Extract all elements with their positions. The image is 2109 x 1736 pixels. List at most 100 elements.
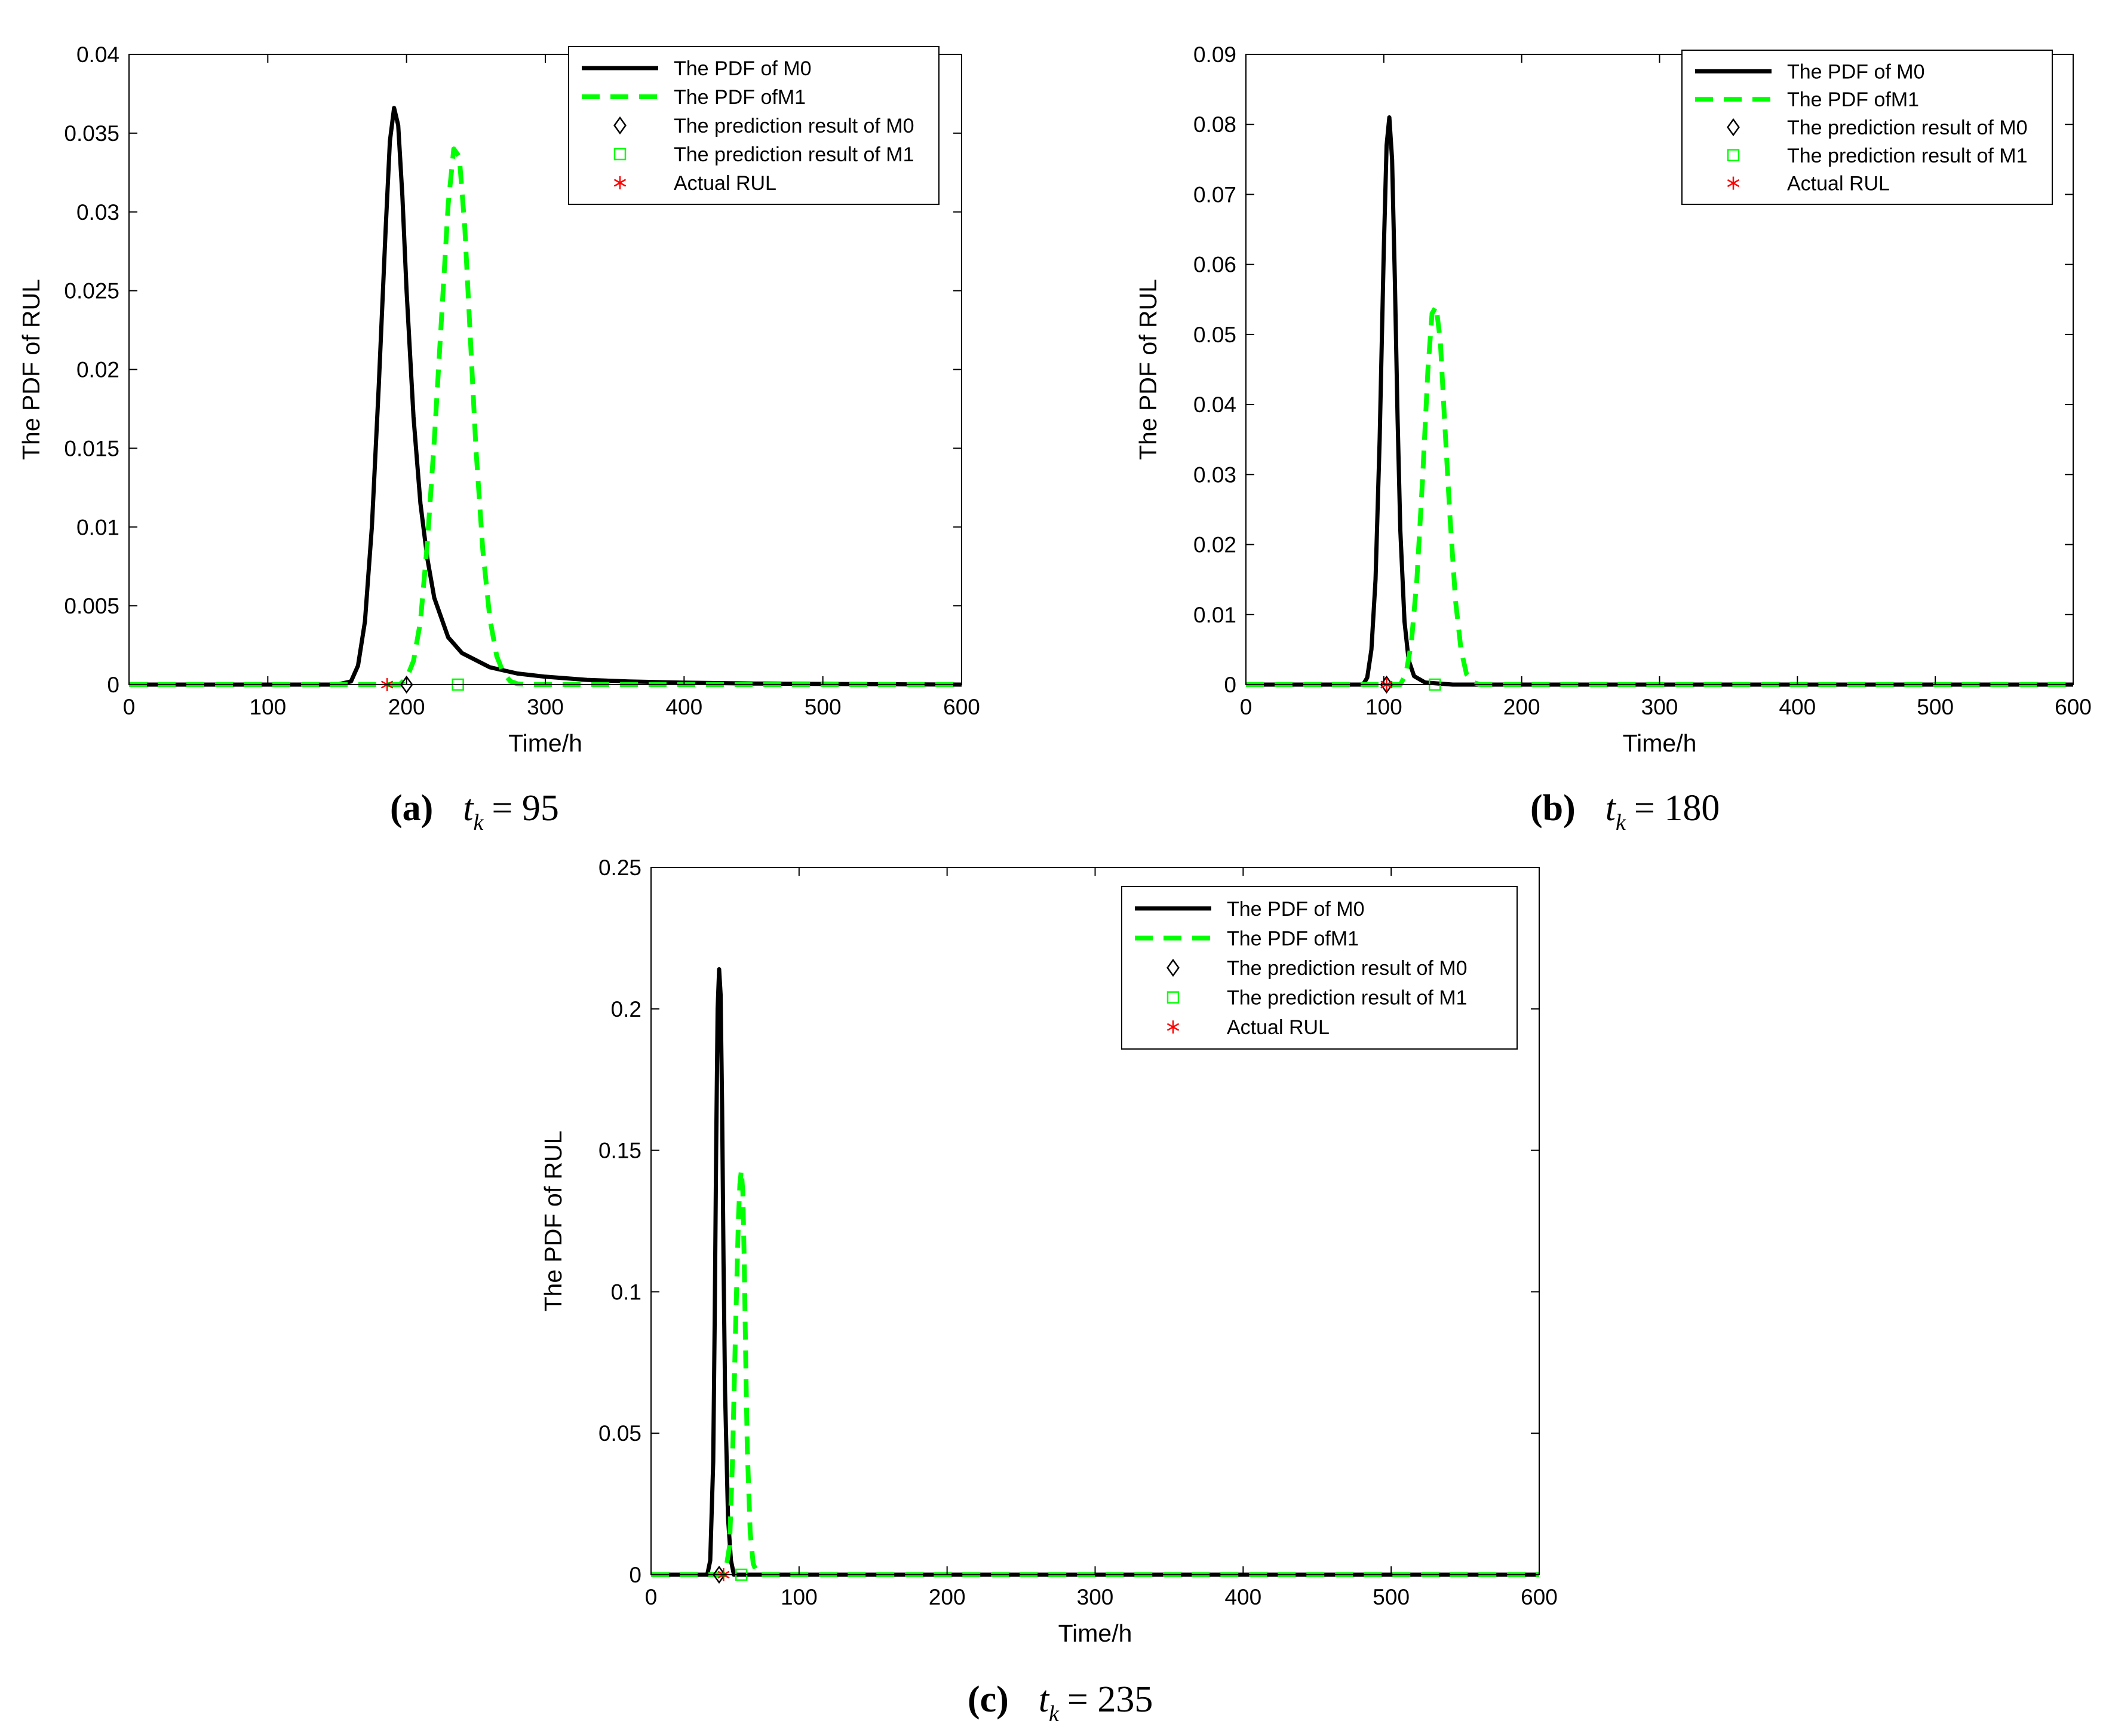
y-tick-label: 0.02 bbox=[1193, 533, 1236, 557]
legend: The PDF of M0 The PDF ofM1 The prediction … bbox=[568, 46, 940, 205]
legend-marker-prediction-m0 bbox=[1727, 118, 1740, 137]
legend-label: The prediction result of M1 bbox=[674, 143, 914, 166]
legend-marker-prediction-m0 bbox=[1166, 958, 1180, 977]
x-tick-label: 0 bbox=[123, 695, 136, 719]
caption-c-sub: k bbox=[1049, 1701, 1059, 1726]
y-tick-label: 0.06 bbox=[1193, 253, 1236, 277]
x-tick-label: 500 bbox=[1917, 695, 1954, 719]
caption-b-sub: k bbox=[1616, 810, 1626, 835]
x-tick-label: 100 bbox=[1365, 695, 1402, 719]
legend-label: The PDF ofM1 bbox=[1227, 927, 1359, 950]
x-tick-label: 200 bbox=[1503, 695, 1540, 719]
legend: The PDF of M0 The PDF ofM1 The prediction … bbox=[1121, 886, 1518, 1050]
legend-marker-prediction-m1 bbox=[613, 148, 627, 161]
legend-label: The PDF ofM1 bbox=[1787, 88, 1919, 111]
legend-label: The PDF of M0 bbox=[674, 57, 812, 80]
y-tick-label: 0.09 bbox=[1193, 42, 1236, 67]
x-tick-label: 300 bbox=[1077, 1585, 1114, 1609]
series-line-m1 bbox=[129, 146, 962, 687]
legend-label: The prediction result of M0 bbox=[674, 115, 914, 137]
y-tick-label: 0.05 bbox=[1193, 323, 1236, 347]
legend-label: The PDF of M0 bbox=[1227, 898, 1365, 921]
legend: The PDF of M0 The PDF ofM1 The prediction … bbox=[1681, 50, 2053, 205]
chart-panel-b: 0 100 200 300 400 500 600 0 0.01 0.02 0.03 0.04 0.05… bbox=[1134, 42, 2092, 757]
y-tick-label: 0.05 bbox=[598, 1421, 641, 1446]
x-tick-label: 600 bbox=[1521, 1585, 1558, 1609]
x-tick-label: 600 bbox=[943, 695, 980, 719]
caption-c-eq: = 235 bbox=[1067, 1679, 1153, 1720]
y-tick-label: 0.035 bbox=[64, 121, 119, 146]
legend-label: Actual RUL bbox=[1787, 173, 1890, 195]
y-tick-label: 0 bbox=[629, 1563, 641, 1587]
caption-a-letter: (a) bbox=[390, 788, 434, 829]
legend-label: The prediction result of M1 bbox=[1787, 145, 2028, 167]
caption-b: (b) tk = 180 bbox=[1530, 787, 1720, 835]
y-axis-label: The PDF of RUL bbox=[1134, 279, 1162, 460]
legend-marker-actual-rul bbox=[613, 176, 627, 189]
caption-c-t: t bbox=[1038, 1679, 1049, 1720]
x-tick-label: 100 bbox=[249, 695, 286, 719]
legend-marker-prediction-m1 bbox=[1727, 149, 1740, 162]
legend-marker-actual-rul bbox=[1727, 176, 1740, 190]
y-axis-label: The PDF of RUL bbox=[17, 279, 45, 460]
legend-marker-prediction-m1 bbox=[1166, 991, 1180, 1004]
caption-a-sub: k bbox=[473, 810, 484, 835]
caption-c: (c) tk = 235 bbox=[968, 1679, 1153, 1726]
y-tick-label: 0.04 bbox=[76, 42, 119, 67]
x-tick-label: 600 bbox=[2055, 695, 2092, 719]
legend-label: The prediction result of M0 bbox=[1227, 957, 1468, 980]
x-tick-label: 0 bbox=[1240, 695, 1252, 719]
caption-a-t: t bbox=[463, 788, 474, 829]
y-tick-label: 0.04 bbox=[1193, 392, 1236, 417]
y-tick-label: 0.08 bbox=[1193, 112, 1236, 137]
legend-label: The PDF ofM1 bbox=[674, 86, 806, 109]
legend-label: The prediction result of M0 bbox=[1787, 116, 2028, 139]
legend-label: The PDF of M0 bbox=[1787, 60, 1925, 83]
series-line-m0 bbox=[1246, 115, 2073, 687]
chart-panel-c: 0 100 200 300 400 500 600 0 0.05 0.1 0.15 0.2 0.25 Ti… bbox=[539, 855, 1558, 1647]
legend-label: Actual RUL bbox=[674, 172, 776, 195]
x-tick-label: 400 bbox=[665, 695, 702, 719]
y-tick-label: 0.01 bbox=[1193, 603, 1236, 627]
caption-a: (a) tk = 95 bbox=[390, 787, 559, 835]
caption-c-letter: (c) bbox=[968, 1679, 1009, 1720]
legend-box bbox=[1121, 886, 1518, 1050]
caption-b-letter: (b) bbox=[1530, 788, 1576, 829]
y-tick-label: 0.07 bbox=[1193, 182, 1236, 207]
legend-box bbox=[1681, 50, 2053, 205]
legend-marker-actual-rul bbox=[1166, 1020, 1180, 1034]
series-line-m0 bbox=[651, 967, 1539, 1577]
y-tick-label: 0.025 bbox=[64, 279, 119, 303]
y-tick-label: 0.2 bbox=[611, 997, 641, 1022]
legend-label: The prediction result of M1 bbox=[1227, 987, 1468, 1010]
caption-b-eq: = 180 bbox=[1634, 788, 1720, 829]
x-axis-label: Time/h bbox=[508, 729, 582, 757]
y-axis-label: The PDF of RUL bbox=[539, 1130, 567, 1311]
y-tick-label: 0 bbox=[107, 673, 119, 697]
x-tick-label: 400 bbox=[1779, 695, 1816, 719]
x-tick-label: 200 bbox=[929, 1585, 966, 1609]
caption-a-eq: = 95 bbox=[492, 788, 559, 829]
legend-label: Actual RUL bbox=[1227, 1016, 1330, 1039]
y-tick-label: 0.1 bbox=[611, 1280, 641, 1304]
y-tick-label: 0 bbox=[1224, 673, 1236, 697]
y-tick-label: 0.03 bbox=[76, 200, 119, 225]
caption-b-t: t bbox=[1605, 788, 1616, 829]
y-tick-label: 0.005 bbox=[64, 594, 119, 618]
x-axis-label: Time/h bbox=[1058, 1620, 1132, 1647]
legend-box bbox=[568, 46, 940, 205]
x-tick-label: 500 bbox=[805, 695, 842, 719]
x-tick-label: 300 bbox=[1641, 695, 1678, 719]
series-line-m0 bbox=[129, 106, 962, 687]
x-axis-label: Time/h bbox=[1623, 729, 1697, 757]
marker-prediction-m0 bbox=[400, 675, 413, 694]
y-tick-label: 0.25 bbox=[598, 855, 641, 880]
chart-panel-a: 0 100 200 300 400 500 600 0 0.005 0.01 0.015 0.02 0.… bbox=[17, 42, 980, 757]
x-tick-label: 500 bbox=[1373, 1585, 1410, 1609]
series-line-m1 bbox=[1246, 304, 2073, 687]
y-tick-label: 0.03 bbox=[1193, 462, 1236, 487]
x-tick-label: 200 bbox=[388, 695, 425, 719]
x-tick-label: 300 bbox=[527, 695, 564, 719]
y-tick-label: 0.015 bbox=[64, 436, 119, 461]
x-tick-label: 100 bbox=[781, 1585, 818, 1609]
